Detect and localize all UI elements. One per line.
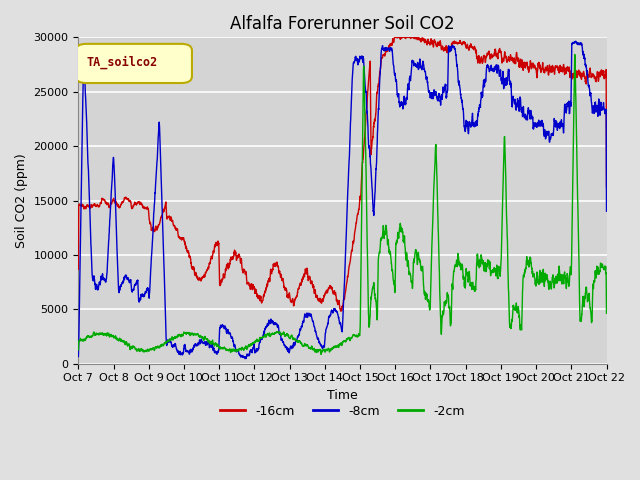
Text: TA_soilco2: TA_soilco2 (86, 56, 157, 70)
FancyBboxPatch shape (76, 44, 192, 83)
Title: Alfalfa Forerunner Soil CO2: Alfalfa Forerunner Soil CO2 (230, 15, 455, 33)
X-axis label: Time: Time (327, 389, 358, 402)
Y-axis label: Soil CO2 (ppm): Soil CO2 (ppm) (15, 153, 28, 248)
Legend: -16cm, -8cm, -2cm: -16cm, -8cm, -2cm (215, 400, 470, 423)
